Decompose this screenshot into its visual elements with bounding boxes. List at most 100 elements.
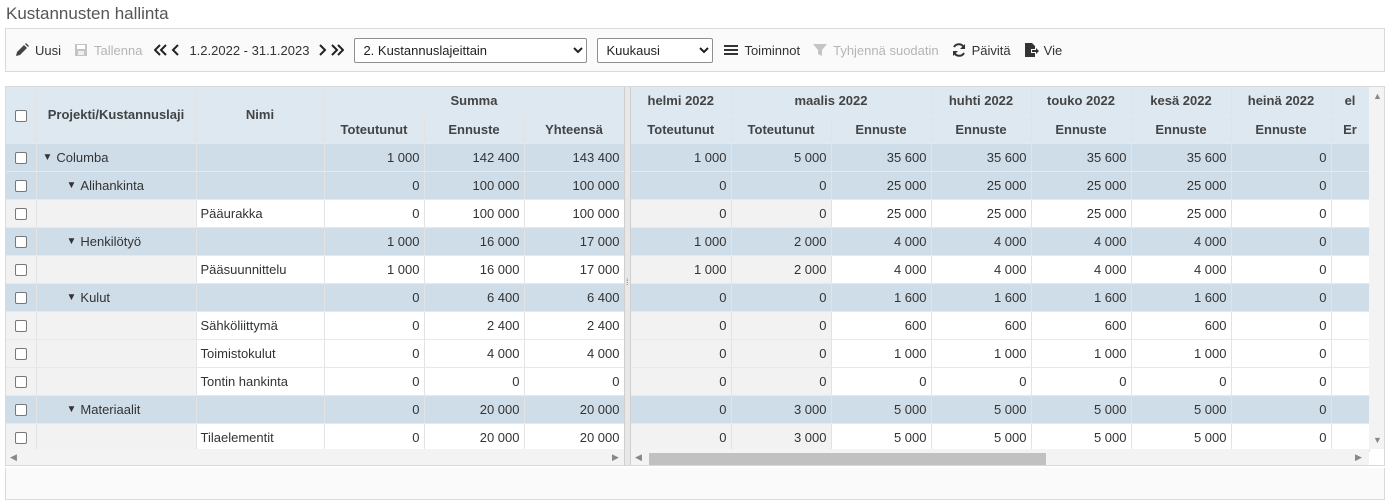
month-value-cell[interactable]: 600 (931, 311, 1032, 340)
scroll-down-icon[interactable]: ▼ (1373, 435, 1382, 445)
month-sub-header[interactable]: Ennuste (1231, 115, 1332, 144)
month-value-cell[interactable]: 4 000 (931, 227, 1032, 256)
name-header[interactable]: Nimi (196, 87, 325, 144)
month-value-cell[interactable]: 5 000 (1031, 395, 1132, 424)
month-value-cell[interactable]: 4 000 (931, 255, 1032, 284)
export-button[interactable]: Vie (1023, 42, 1062, 58)
month-value-cell[interactable]: 0 (1231, 367, 1332, 396)
month-value-cell[interactable]: 5 000 (1131, 423, 1232, 452)
month-value-cell[interactable]: 5 000 (931, 395, 1032, 424)
month-value-cell[interactable]: 0 (1231, 199, 1332, 228)
table-row[interactable]: Sähköliittymä 0 2 400 2 400 (6, 311, 625, 340)
chevron-right-icon[interactable] (317, 44, 327, 56)
clear-filter-button[interactable]: Tyhjennä suodatin (812, 42, 939, 58)
scroll-left-icon[interactable]: ◀ (10, 452, 17, 462)
month-value-cell[interactable]: 0 (1231, 395, 1332, 424)
table-row[interactable]: 0 0 25 000 25 000 25 000 25 000 0 (631, 171, 1370, 200)
expand-toggle-icon[interactable]: ▼ (66, 179, 77, 191)
month-value-cell[interactable]: 35 600 (1131, 143, 1232, 172)
table-row[interactable]: Pääurakka 0 100 000 100 000 (6, 199, 625, 228)
table-row[interactable]: ▼ Materiaalit 0 20 000 20 000 (6, 395, 625, 424)
month-value-cell[interactable]: 5 000 (831, 395, 932, 424)
month-value-cell[interactable]: 25 000 (1031, 171, 1132, 200)
row-checkbox[interactable] (14, 432, 27, 445)
month-value-cell[interactable]: 5 000 (831, 423, 932, 452)
month-value-cell[interactable]: 0 (1031, 367, 1132, 396)
month-value-cell[interactable]: 0 (1231, 283, 1332, 312)
month-value-cell[interactable]: 4 000 (1131, 255, 1232, 284)
table-row[interactable]: Tilaelementit 0 20 000 20 000 (6, 423, 625, 452)
save-button[interactable]: Tallenna (73, 42, 142, 58)
table-row[interactable]: Toimistokulut 0 4 000 4 000 (6, 339, 625, 368)
month-value-cell[interactable]: 4 000 (1031, 227, 1132, 256)
expand-toggle-icon[interactable]: ▼ (66, 291, 77, 303)
table-row[interactable]: 0 0 25 000 25 000 25 000 25 000 0 (631, 199, 1370, 228)
month-value-cell[interactable]: 5 000 (931, 423, 1032, 452)
chevron-left-icon[interactable] (171, 44, 181, 56)
row-checkbox[interactable] (14, 292, 27, 305)
double-chevron-left-icon[interactable] (154, 44, 168, 56)
month-value-cell[interactable]: 35 600 (831, 143, 932, 172)
month-value-cell[interactable]: 35 600 (1031, 143, 1132, 172)
month-value-cell[interactable]: 4 000 (831, 227, 932, 256)
month-value-cell[interactable]: 0 (1231, 255, 1332, 284)
row-checkbox[interactable] (14, 152, 27, 165)
project-header[interactable]: Projekti/Kustannuslaji (36, 87, 197, 144)
scroll-right-icon[interactable]: ▶ (612, 452, 619, 462)
month-value-cell[interactable]: 4 000 (831, 255, 932, 284)
expand-toggle-icon[interactable]: ▼ (66, 403, 77, 415)
month-value-cell[interactable]: 0 (1131, 367, 1232, 396)
month-value-cell[interactable]: 1 600 (931, 283, 1032, 312)
month-value-cell[interactable]: 0 (1231, 143, 1332, 172)
left-horizontal-scrollbar[interactable]: ◀ ▶ (6, 449, 624, 465)
month-value-cell[interactable]: 1 000 (1031, 339, 1132, 368)
expand-toggle-icon[interactable]: ▼ (66, 235, 77, 247)
table-row[interactable]: ▼ Kulut 0 6 400 6 400 (6, 283, 625, 312)
month-sub-header[interactable]: Toteutunut (631, 115, 732, 144)
month-sub-header[interactable]: Toteutunut (731, 115, 832, 144)
scroll-thumb[interactable] (649, 453, 1046, 465)
row-checkbox[interactable] (14, 236, 27, 249)
month-value-cell[interactable]: 0 (1231, 171, 1332, 200)
vertical-scrollbar[interactable]: ▲ ▼ (1369, 87, 1384, 449)
month-value-cell[interactable]: 25 000 (1031, 199, 1132, 228)
month-value-cell[interactable]: 1 600 (1131, 283, 1232, 312)
month-value-cell[interactable]: 5 000 (1031, 423, 1132, 452)
forecast-header[interactable]: Ennuste (424, 115, 525, 144)
month-value-cell[interactable]: 0 (1231, 227, 1332, 256)
month-sub-header[interactable]: Ennuste (1131, 115, 1232, 144)
month-value-cell[interactable]: 0 (1231, 423, 1332, 452)
grid-splitter[interactable]: ⁞ (624, 87, 631, 465)
month-value-cell[interactable]: 600 (1031, 311, 1132, 340)
month-sub-header[interactable]: Ennuste (831, 115, 932, 144)
row-checkbox[interactable] (14, 180, 27, 193)
period-select[interactable]: Kuukausi (597, 37, 714, 63)
row-checkbox[interactable] (14, 208, 27, 221)
month-value-cell[interactable]: 1 000 (931, 339, 1032, 368)
month-value-cell[interactable]: 1 600 (1031, 283, 1132, 312)
row-checkbox[interactable] (14, 376, 27, 389)
refresh-button[interactable]: Päivitä (951, 42, 1011, 58)
actions-menu-button[interactable]: Toiminnot (723, 42, 800, 58)
month-value-cell[interactable]: 0 (931, 367, 1032, 396)
month-value-cell[interactable]: 1 000 (1131, 339, 1232, 368)
row-checkbox[interactable] (14, 404, 27, 417)
month-value-cell[interactable]: 1 600 (831, 283, 932, 312)
table-row[interactable]: 1 000 2 000 4 000 4 000 4 000 4 000 0 (631, 227, 1370, 256)
table-row[interactable]: 1 000 5 000 35 600 35 600 35 600 35 600 0 (631, 143, 1370, 172)
table-row[interactable]: ▼ Columba 1 000 142 400 143 400 (6, 143, 625, 172)
month-value-cell[interactable]: 25 000 (831, 171, 932, 200)
month-value-cell[interactable]: 4 000 (1131, 227, 1232, 256)
month-value-cell[interactable]: 600 (1131, 311, 1232, 340)
month-value-cell[interactable]: 5 000 (1131, 395, 1232, 424)
month-value-cell[interactable]: 0 (1231, 311, 1332, 340)
month-value-cell[interactable]: 35 600 (931, 143, 1032, 172)
scroll-up-icon[interactable]: ▲ (1373, 91, 1382, 101)
expand-toggle-icon[interactable]: ▼ (42, 151, 53, 163)
double-chevron-right-icon[interactable] (330, 44, 345, 56)
scroll-right-icon[interactable]: ▶ (1355, 452, 1362, 462)
table-row[interactable]: Pääsuunnittelu 1 000 16 000 17 000 (6, 255, 625, 284)
